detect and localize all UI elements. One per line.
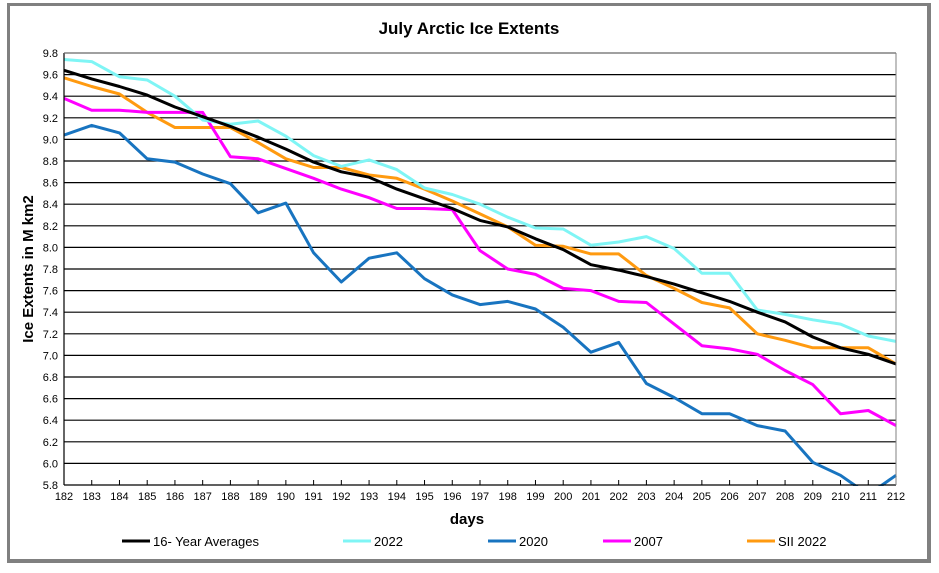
y-tick-label: 8.8 xyxy=(43,156,58,168)
x-tick-label: 207 xyxy=(748,491,766,503)
x-tick-label: 205 xyxy=(693,491,711,503)
x-tick-label: 212 xyxy=(887,491,905,503)
x-tick-label: 199 xyxy=(526,491,544,503)
series-line-2020 xyxy=(64,123,897,486)
x-tick-label: 185 xyxy=(138,491,156,503)
series-line-sii-2022 xyxy=(64,76,897,366)
legend-item: 16- Year Averages xyxy=(122,534,260,549)
x-axis-ticks: 182 183 184 185 186 187 188 189 190 191 192 193 194 1… xyxy=(55,480,905,503)
y-tick-label: 7.2 xyxy=(43,329,58,341)
y-axis-title: Ice Extents in M km2 xyxy=(20,195,37,343)
y-tick-label: 7.8 xyxy=(43,264,58,276)
y-tick-label: 5.8 xyxy=(43,480,58,492)
y-tick-label: 9.4 xyxy=(43,91,58,103)
legend-label: 2007 xyxy=(634,534,663,549)
legend-label: 16- Year Averages xyxy=(153,534,260,549)
y-tick-label: 8.6 xyxy=(43,178,58,190)
x-tick-label: 195 xyxy=(415,491,433,503)
y-tick-label: 6.8 xyxy=(43,372,58,384)
y-tick-label: 6.4 xyxy=(43,415,58,427)
legend-item: 2022 xyxy=(343,534,403,549)
y-tick-label: 9.8 xyxy=(43,48,58,60)
y-tick-label: 6.0 xyxy=(43,458,58,470)
y-tick-label: 7.0 xyxy=(43,350,58,362)
x-tick-label: 189 xyxy=(249,491,267,503)
gridlines xyxy=(64,52,896,464)
x-axis-title: days xyxy=(450,511,484,528)
x-tick-label: 210 xyxy=(831,491,849,503)
y-tick-label: 8.4 xyxy=(43,199,58,211)
y-tick-label: 7.6 xyxy=(43,286,58,298)
x-tick-label: 202 xyxy=(609,491,627,503)
series-line-16-year-averages xyxy=(64,68,897,366)
x-tick-label: 201 xyxy=(582,491,600,503)
x-tick-label: 197 xyxy=(471,491,489,503)
series-line-2007 xyxy=(64,97,897,427)
x-tick-label: 194 xyxy=(388,491,406,503)
axes xyxy=(63,52,897,486)
legend-item: SII 2022 xyxy=(747,534,826,549)
x-tick-label: 186 xyxy=(166,491,184,503)
x-tick-label: 200 xyxy=(554,491,572,503)
x-tick-label: 183 xyxy=(83,491,101,503)
x-tick-label: 182 xyxy=(55,491,73,503)
x-tick-label: 211 xyxy=(859,491,877,503)
x-tick-label: 208 xyxy=(776,491,794,503)
legend-item: 2020 xyxy=(488,534,548,549)
x-tick-label: 204 xyxy=(665,491,683,503)
legend-label: 2022 xyxy=(374,534,403,549)
y-tick-label: 9.6 xyxy=(43,70,58,82)
y-tick-label: 6.6 xyxy=(43,394,58,406)
x-tick-label: 206 xyxy=(720,491,738,503)
x-tick-label: 196 xyxy=(443,491,461,503)
x-tick-label: 187 xyxy=(193,491,211,503)
y-tick-label: 7.4 xyxy=(43,307,58,319)
y-tick-label: 9.2 xyxy=(43,113,58,125)
legend-label: SII 2022 xyxy=(778,534,826,549)
y-tick-label: 6.2 xyxy=(43,437,58,449)
x-tick-label: 188 xyxy=(221,491,239,503)
series-lines xyxy=(64,58,897,486)
series-line-2022 xyxy=(64,58,897,343)
x-tick-label: 203 xyxy=(637,491,655,503)
x-tick-label: 184 xyxy=(110,491,128,503)
x-tick-label: 191 xyxy=(304,491,322,503)
x-tick-label: 192 xyxy=(332,491,350,503)
x-tick-label: 209 xyxy=(804,491,822,503)
y-tick-label: 9.0 xyxy=(43,134,58,146)
legend-label: 2020 xyxy=(519,534,548,549)
legend-item: 2007 xyxy=(603,534,663,549)
x-tick-label: 193 xyxy=(360,491,378,503)
legend: 16- Year Averages 2022 2020 2007 SII 2022 xyxy=(122,534,826,549)
y-tick-label: 8.0 xyxy=(43,242,58,254)
x-tick-label: 190 xyxy=(277,491,295,503)
y-axis-ticks: 5.8 6.0 6.2 6.4 6.6 6.8 7.0 7.2 7.4 7.6 7.8 8.0 8.2 8… xyxy=(43,48,58,492)
y-tick-label: 8.2 xyxy=(43,221,58,233)
chart-title: July Arctic Ice Extents xyxy=(379,19,560,38)
x-tick-label: 198 xyxy=(499,491,517,503)
